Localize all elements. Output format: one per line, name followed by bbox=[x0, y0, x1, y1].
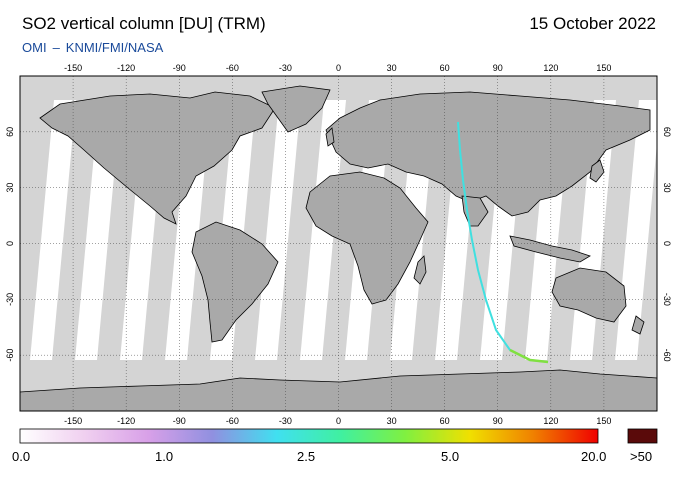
lon-tick-top: 60 bbox=[440, 63, 450, 73]
map-title: SO2 vertical column [DU] (TRM) bbox=[22, 14, 266, 33]
colorbar-label-3: 5.0 bbox=[441, 449, 460, 464]
lon-tick-bottom: 120 bbox=[543, 416, 558, 426]
lon-tick-bottom: 0 bbox=[336, 416, 341, 426]
lat-tick-left: 30 bbox=[5, 183, 15, 193]
landmass-australia bbox=[551, 267, 627, 323]
landmass-indonesia bbox=[509, 235, 591, 263]
landmass-africa bbox=[305, 171, 429, 305]
lat-tick-left: -60 bbox=[5, 349, 15, 362]
swath-strip bbox=[30, 100, 76, 360]
map-date: 15 October 2022 bbox=[529, 14, 656, 33]
colorbar-label-1: 1.0 bbox=[155, 449, 174, 464]
swath-strip bbox=[255, 100, 301, 360]
credit-agencies: KNMI/FMI/NASA bbox=[65, 40, 164, 55]
swath-strip bbox=[615, 100, 657, 360]
map-frame bbox=[19, 75, 658, 412]
colorbar-overflow bbox=[627, 428, 658, 444]
lon-tick-bottom: -90 bbox=[173, 416, 186, 426]
colorbar bbox=[19, 428, 658, 444]
lon-tick-bottom: -120 bbox=[117, 416, 135, 426]
landmass-japan bbox=[589, 159, 605, 183]
lon-tick-bottom: -150 bbox=[64, 416, 82, 426]
landmass-south-america bbox=[191, 221, 279, 343]
lon-tick-bottom: 30 bbox=[387, 416, 397, 426]
colorbar-label-2: 2.5 bbox=[297, 449, 316, 464]
colorbar-label-4: 20.0 bbox=[581, 449, 607, 464]
lat-tick-right: -30 bbox=[662, 293, 672, 306]
lon-tick-top: -150 bbox=[64, 63, 82, 73]
lon-tick-bottom: 90 bbox=[493, 416, 503, 426]
lon-tick-bottom: 150 bbox=[596, 416, 611, 426]
credit-separator: – bbox=[52, 40, 60, 55]
lon-tick-top: 90 bbox=[493, 63, 503, 73]
lon-tick-top: -120 bbox=[117, 63, 135, 73]
lon-tick-top: -30 bbox=[279, 63, 292, 73]
credit-instrument: OMI bbox=[22, 40, 47, 55]
landmass-greenland bbox=[261, 85, 331, 133]
lat-tick-left: 60 bbox=[5, 127, 15, 137]
landmass-new-zealand bbox=[631, 315, 645, 335]
lon-tick-top: 150 bbox=[596, 63, 611, 73]
so2-trace-tail bbox=[509, 348, 549, 364]
swath-strip bbox=[660, 100, 676, 360]
lat-tick-right: 60 bbox=[662, 127, 672, 137]
graticule bbox=[20, 76, 657, 411]
lat-tick-right: 0 bbox=[662, 241, 672, 246]
landmass-uk bbox=[325, 127, 335, 147]
colorbar-label-0: 0.0 bbox=[12, 449, 31, 464]
lon-tick-bottom: -60 bbox=[226, 416, 239, 426]
lat-tick-right: 30 bbox=[662, 183, 672, 193]
lon-tick-top: 120 bbox=[543, 63, 558, 73]
landmass-eurasia bbox=[325, 91, 651, 217]
lon-tick-bottom: -30 bbox=[279, 416, 292, 426]
landmass-madagascar bbox=[413, 255, 427, 285]
lat-tick-left: -30 bbox=[5, 293, 15, 306]
lat-tick-left: 0 bbox=[5, 241, 15, 246]
credit-line: OMI – KNMI/FMI/NASA bbox=[22, 40, 163, 55]
lat-tick-right: -60 bbox=[662, 349, 672, 362]
lon-tick-top: -90 bbox=[173, 63, 186, 73]
lon-tick-bottom: 60 bbox=[440, 416, 450, 426]
lon-tick-top: 30 bbox=[387, 63, 397, 73]
landmass-north-america bbox=[39, 91, 276, 225]
lon-tick-top: -60 bbox=[226, 63, 239, 73]
colorbar-label-5: >50 bbox=[630, 449, 653, 464]
lon-tick-top: 0 bbox=[336, 63, 341, 73]
